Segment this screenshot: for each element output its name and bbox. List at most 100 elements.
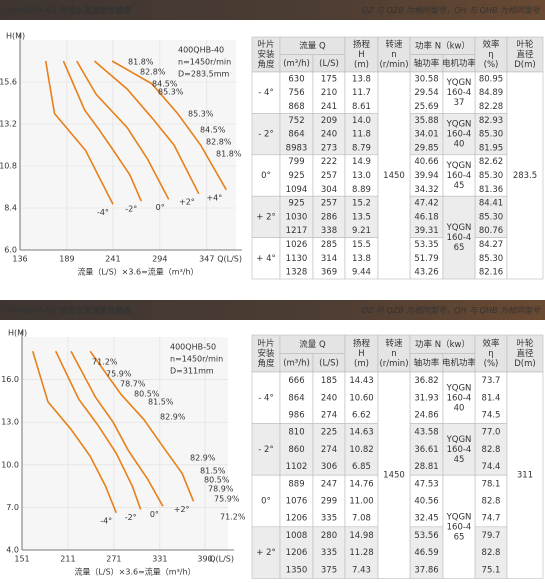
cell-text: (%) [484,60,499,70]
table-cell [506,371,544,579]
cell-text: 1076 [286,497,308,507]
curve-label: 0° [150,510,159,519]
curve [89,350,195,502]
table-cell [442,423,476,476]
cell-text: 75.1 [482,565,501,575]
cell-text: 160-4 [447,130,472,140]
curve [111,60,227,191]
table-cell [251,474,281,528]
cell-text: 14.0 [352,116,371,126]
cell-text: 14.43 [349,376,373,386]
cell-text: 功率 N（kw） [415,339,470,350]
cell-text: 78.1 [482,479,501,489]
efficiency-label: 80.5% [134,390,160,399]
efficiency-label: 82.9% [160,413,186,422]
y-tick-label: 8.4 [4,204,17,213]
cell-text: + 2° [256,548,275,558]
cell-text: 35.88 [414,116,438,126]
cell-text: (L/S) [319,59,339,69]
cell-text: 流量 Q [299,40,326,51]
y-tick-label: 15.6 [0,78,17,87]
table-cell [442,474,476,579]
efficiency-label: 71.2% [92,358,118,367]
table-cell [506,36,544,73]
cell-text: H [358,349,364,359]
cell-text: 45 [454,181,465,191]
cell-text: 335 [321,514,337,524]
cell-text: 81.95 [479,143,503,153]
cell-text: 666 [288,376,304,386]
cell-text: η [488,349,493,359]
cell-text: 82.16 [479,268,503,278]
cell-text: 40.66 [414,157,438,167]
efficiency-label: 85.3% [188,110,214,119]
cell-text: 28.81 [414,462,438,472]
curve-label: -4° [100,516,112,525]
section-title: 400QHB-40 型潜水混流泵性能表 [6,5,133,15]
table-cell [506,71,544,280]
y-tick-label: 7.0 [6,503,19,512]
x-tick-label: 294 [152,255,167,264]
efficiency-label: 82.8% [206,138,232,147]
cell-text: 986 [288,411,304,421]
cell-text: 82.8 [482,497,501,507]
table-cell [474,71,508,114]
cell-text: - 2° [258,445,273,455]
cell-text: 65 [454,532,465,542]
efficiency-label: 84.5% [200,126,226,135]
cell-text: 40.56 [414,497,438,507]
cell-text: 175 [321,74,337,84]
cell-text: 电机功率 [442,357,477,368]
cell-text: 160-4 [447,522,472,532]
cell-text: 功率 N（kw） [415,40,470,51]
section-note: QZ 与 QZB 为相同型号，QH 与 QHB 为相同型号 [362,6,541,15]
efficiency-label: 84.5% [152,80,178,89]
table-cell [251,334,281,373]
efficiency-label: 81.8% [216,150,242,159]
cell-text: 1217 [286,226,308,236]
cell-text: 安装 [257,49,275,60]
spec-text: 400QHB-40 [178,46,224,55]
cell-text: (%) [484,359,499,369]
cell-text: 304 [321,185,337,195]
cell-text: 810 [288,428,304,438]
cell-text: 扬程 [353,39,371,50]
curve [31,350,117,514]
cell-text: 630 [288,74,304,84]
cell-text: 925 [288,171,304,181]
cell-text: 43.26 [414,268,438,278]
cell-text: 24.86 [414,411,438,421]
cell-text: H [358,50,364,60]
cell-text: 864 [288,393,304,403]
spec-text: n=1450r/min [170,355,223,364]
curve-label: +2° [179,197,195,206]
curve [93,60,200,195]
cell-text: 274 [321,411,337,421]
y-tick-label: 6.0 [4,246,17,255]
cell-text: 1328 [286,268,308,278]
cell-text: 864 [288,130,304,140]
cell-text: 1030 [286,212,308,222]
cell-text: 电机功率 [442,58,477,69]
cell-text: 257 [321,199,337,209]
cell-text: YQGN [446,383,472,393]
cell-text: 1008 [286,531,308,541]
cell-text: 34.32 [414,185,438,195]
cell-text: 77.0 [482,428,501,438]
cell-text: 14.63 [349,428,373,438]
table-cell [474,36,508,73]
cell-text: - 4° [258,393,273,403]
cell-text: 9.44 [352,268,371,278]
table-cell [344,334,379,373]
table-cell [312,113,346,156]
cell-text: 10.60 [349,393,373,403]
cell-text: 11.7 [352,88,371,98]
cell-text: 82.8 [482,548,501,558]
cell-text: 1206 [286,514,308,524]
cell-text: 283.5 [513,171,537,181]
table-cell [279,195,314,238]
table-cell [312,371,346,424]
cell-text: 860 [288,445,304,455]
cell-text: 84.27 [479,240,503,250]
